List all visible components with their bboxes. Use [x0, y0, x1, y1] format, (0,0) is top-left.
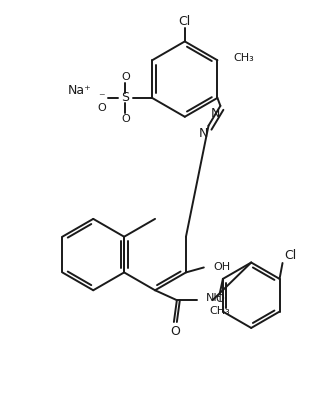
Text: O: O: [121, 114, 130, 124]
Text: N: N: [199, 127, 208, 140]
Text: Cl: Cl: [285, 249, 297, 261]
Text: ⁻: ⁻: [98, 91, 105, 104]
Text: CH₃: CH₃: [210, 306, 230, 316]
Text: O: O: [170, 326, 180, 338]
Text: N: N: [211, 107, 220, 120]
Text: Na⁺: Na⁺: [68, 83, 92, 97]
Text: O: O: [215, 294, 224, 304]
Text: CH₃: CH₃: [233, 53, 254, 63]
Text: Cl: Cl: [179, 15, 191, 28]
Text: NH: NH: [206, 293, 222, 303]
Text: OH: OH: [214, 263, 231, 272]
Text: O: O: [121, 72, 130, 82]
Text: S: S: [121, 91, 130, 104]
Text: O: O: [97, 103, 106, 113]
